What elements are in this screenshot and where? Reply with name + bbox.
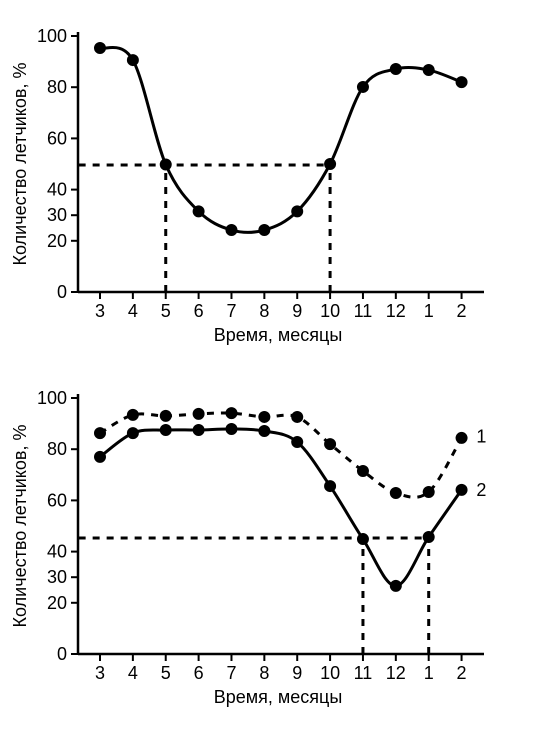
x-tick-label: 10 bbox=[320, 301, 340, 321]
y-tick-label: 30 bbox=[47, 205, 67, 225]
y-tick-label: 0 bbox=[57, 644, 67, 664]
x-tick-label: 3 bbox=[95, 663, 105, 683]
data-marker bbox=[193, 408, 204, 419]
x-tick-label: 11 bbox=[354, 301, 373, 321]
y-tick-label: 60 bbox=[47, 128, 67, 148]
data-marker bbox=[259, 225, 270, 236]
data-marker bbox=[259, 426, 270, 437]
data-marker bbox=[456, 484, 467, 495]
data-marker bbox=[390, 580, 401, 591]
x-tick-label: 8 bbox=[259, 301, 269, 321]
y-tick-label: 100 bbox=[37, 26, 67, 46]
x-tick-label: 6 bbox=[194, 663, 204, 683]
y-axis-label: Количество летчиков, % bbox=[10, 63, 30, 266]
data-marker bbox=[292, 437, 303, 448]
y-tick-label: 20 bbox=[47, 231, 67, 251]
x-tick-label: 4 bbox=[128, 301, 138, 321]
y-tick-label: 60 bbox=[47, 490, 67, 510]
data-marker bbox=[226, 408, 237, 419]
data-marker bbox=[95, 451, 106, 462]
series-path-series-1 bbox=[100, 413, 462, 497]
data-marker bbox=[456, 432, 467, 443]
y-tick-label: 80 bbox=[47, 77, 67, 97]
x-tick-label: 9 bbox=[292, 663, 302, 683]
x-tick-label: 4 bbox=[128, 663, 138, 683]
data-marker bbox=[95, 428, 106, 439]
data-marker bbox=[259, 411, 270, 422]
y-tick-label: 0 bbox=[57, 282, 67, 302]
y-tick-label: 30 bbox=[47, 567, 67, 587]
series-path-series-2 bbox=[100, 429, 462, 586]
bottom-chart: 02030406080100345678910111212Время, меся… bbox=[10, 388, 486, 707]
x-tick-label: 12 bbox=[386, 301, 406, 321]
x-tick-label: 3 bbox=[95, 301, 105, 321]
x-tick-label: 10 bbox=[320, 663, 340, 683]
x-axis-label: Время, месяцы bbox=[214, 325, 343, 345]
data-marker bbox=[95, 43, 106, 54]
x-tick-label: 11 bbox=[354, 663, 373, 683]
top-chart: 02030406080100345678910111212Время, меся… bbox=[10, 26, 484, 345]
x-tick-label: 8 bbox=[259, 663, 269, 683]
x-tick-label: 1 bbox=[424, 301, 434, 321]
y-tick-label: 80 bbox=[47, 439, 67, 459]
x-tick-label: 9 bbox=[292, 301, 302, 321]
legend-label: 1 bbox=[476, 426, 486, 446]
data-marker bbox=[226, 225, 237, 236]
data-marker bbox=[127, 409, 138, 420]
data-marker bbox=[423, 65, 434, 76]
y-tick-label: 40 bbox=[47, 180, 67, 200]
y-axis-label: Количество летчиков, % bbox=[10, 425, 30, 628]
data-marker bbox=[127, 55, 138, 66]
data-marker bbox=[160, 425, 171, 436]
data-marker bbox=[390, 64, 401, 75]
x-tick-label: 7 bbox=[226, 301, 236, 321]
data-marker bbox=[357, 534, 368, 545]
data-marker bbox=[226, 423, 237, 434]
data-marker bbox=[292, 411, 303, 422]
y-tick-label: 100 bbox=[37, 388, 67, 408]
x-tick-label: 2 bbox=[457, 663, 467, 683]
data-marker bbox=[456, 77, 467, 88]
data-marker bbox=[325, 439, 336, 450]
data-marker bbox=[193, 206, 204, 217]
data-marker bbox=[193, 425, 204, 436]
data-marker bbox=[292, 206, 303, 217]
data-marker bbox=[390, 487, 401, 498]
y-tick-label: 20 bbox=[47, 593, 67, 613]
x-axis-label: Время, месяцы bbox=[214, 687, 343, 707]
x-tick-label: 1 bbox=[424, 663, 434, 683]
legend-label: 2 bbox=[476, 480, 486, 500]
x-tick-label: 7 bbox=[226, 663, 236, 683]
data-marker bbox=[357, 465, 368, 476]
data-marker bbox=[423, 532, 434, 543]
series-path-series-1 bbox=[100, 47, 462, 232]
x-tick-label: 6 bbox=[194, 301, 204, 321]
figure-svg: 02030406080100345678910111212Время, меся… bbox=[0, 0, 536, 740]
data-marker bbox=[423, 486, 434, 497]
data-marker bbox=[357, 81, 368, 92]
y-tick-label: 40 bbox=[47, 542, 67, 562]
data-marker bbox=[127, 428, 138, 439]
x-tick-label: 2 bbox=[457, 301, 467, 321]
data-marker bbox=[325, 159, 336, 170]
x-tick-label: 5 bbox=[161, 301, 171, 321]
data-marker bbox=[160, 410, 171, 421]
data-marker bbox=[160, 159, 171, 170]
data-marker bbox=[325, 481, 336, 492]
x-tick-label: 5 bbox=[161, 663, 171, 683]
x-tick-label: 12 bbox=[386, 663, 406, 683]
